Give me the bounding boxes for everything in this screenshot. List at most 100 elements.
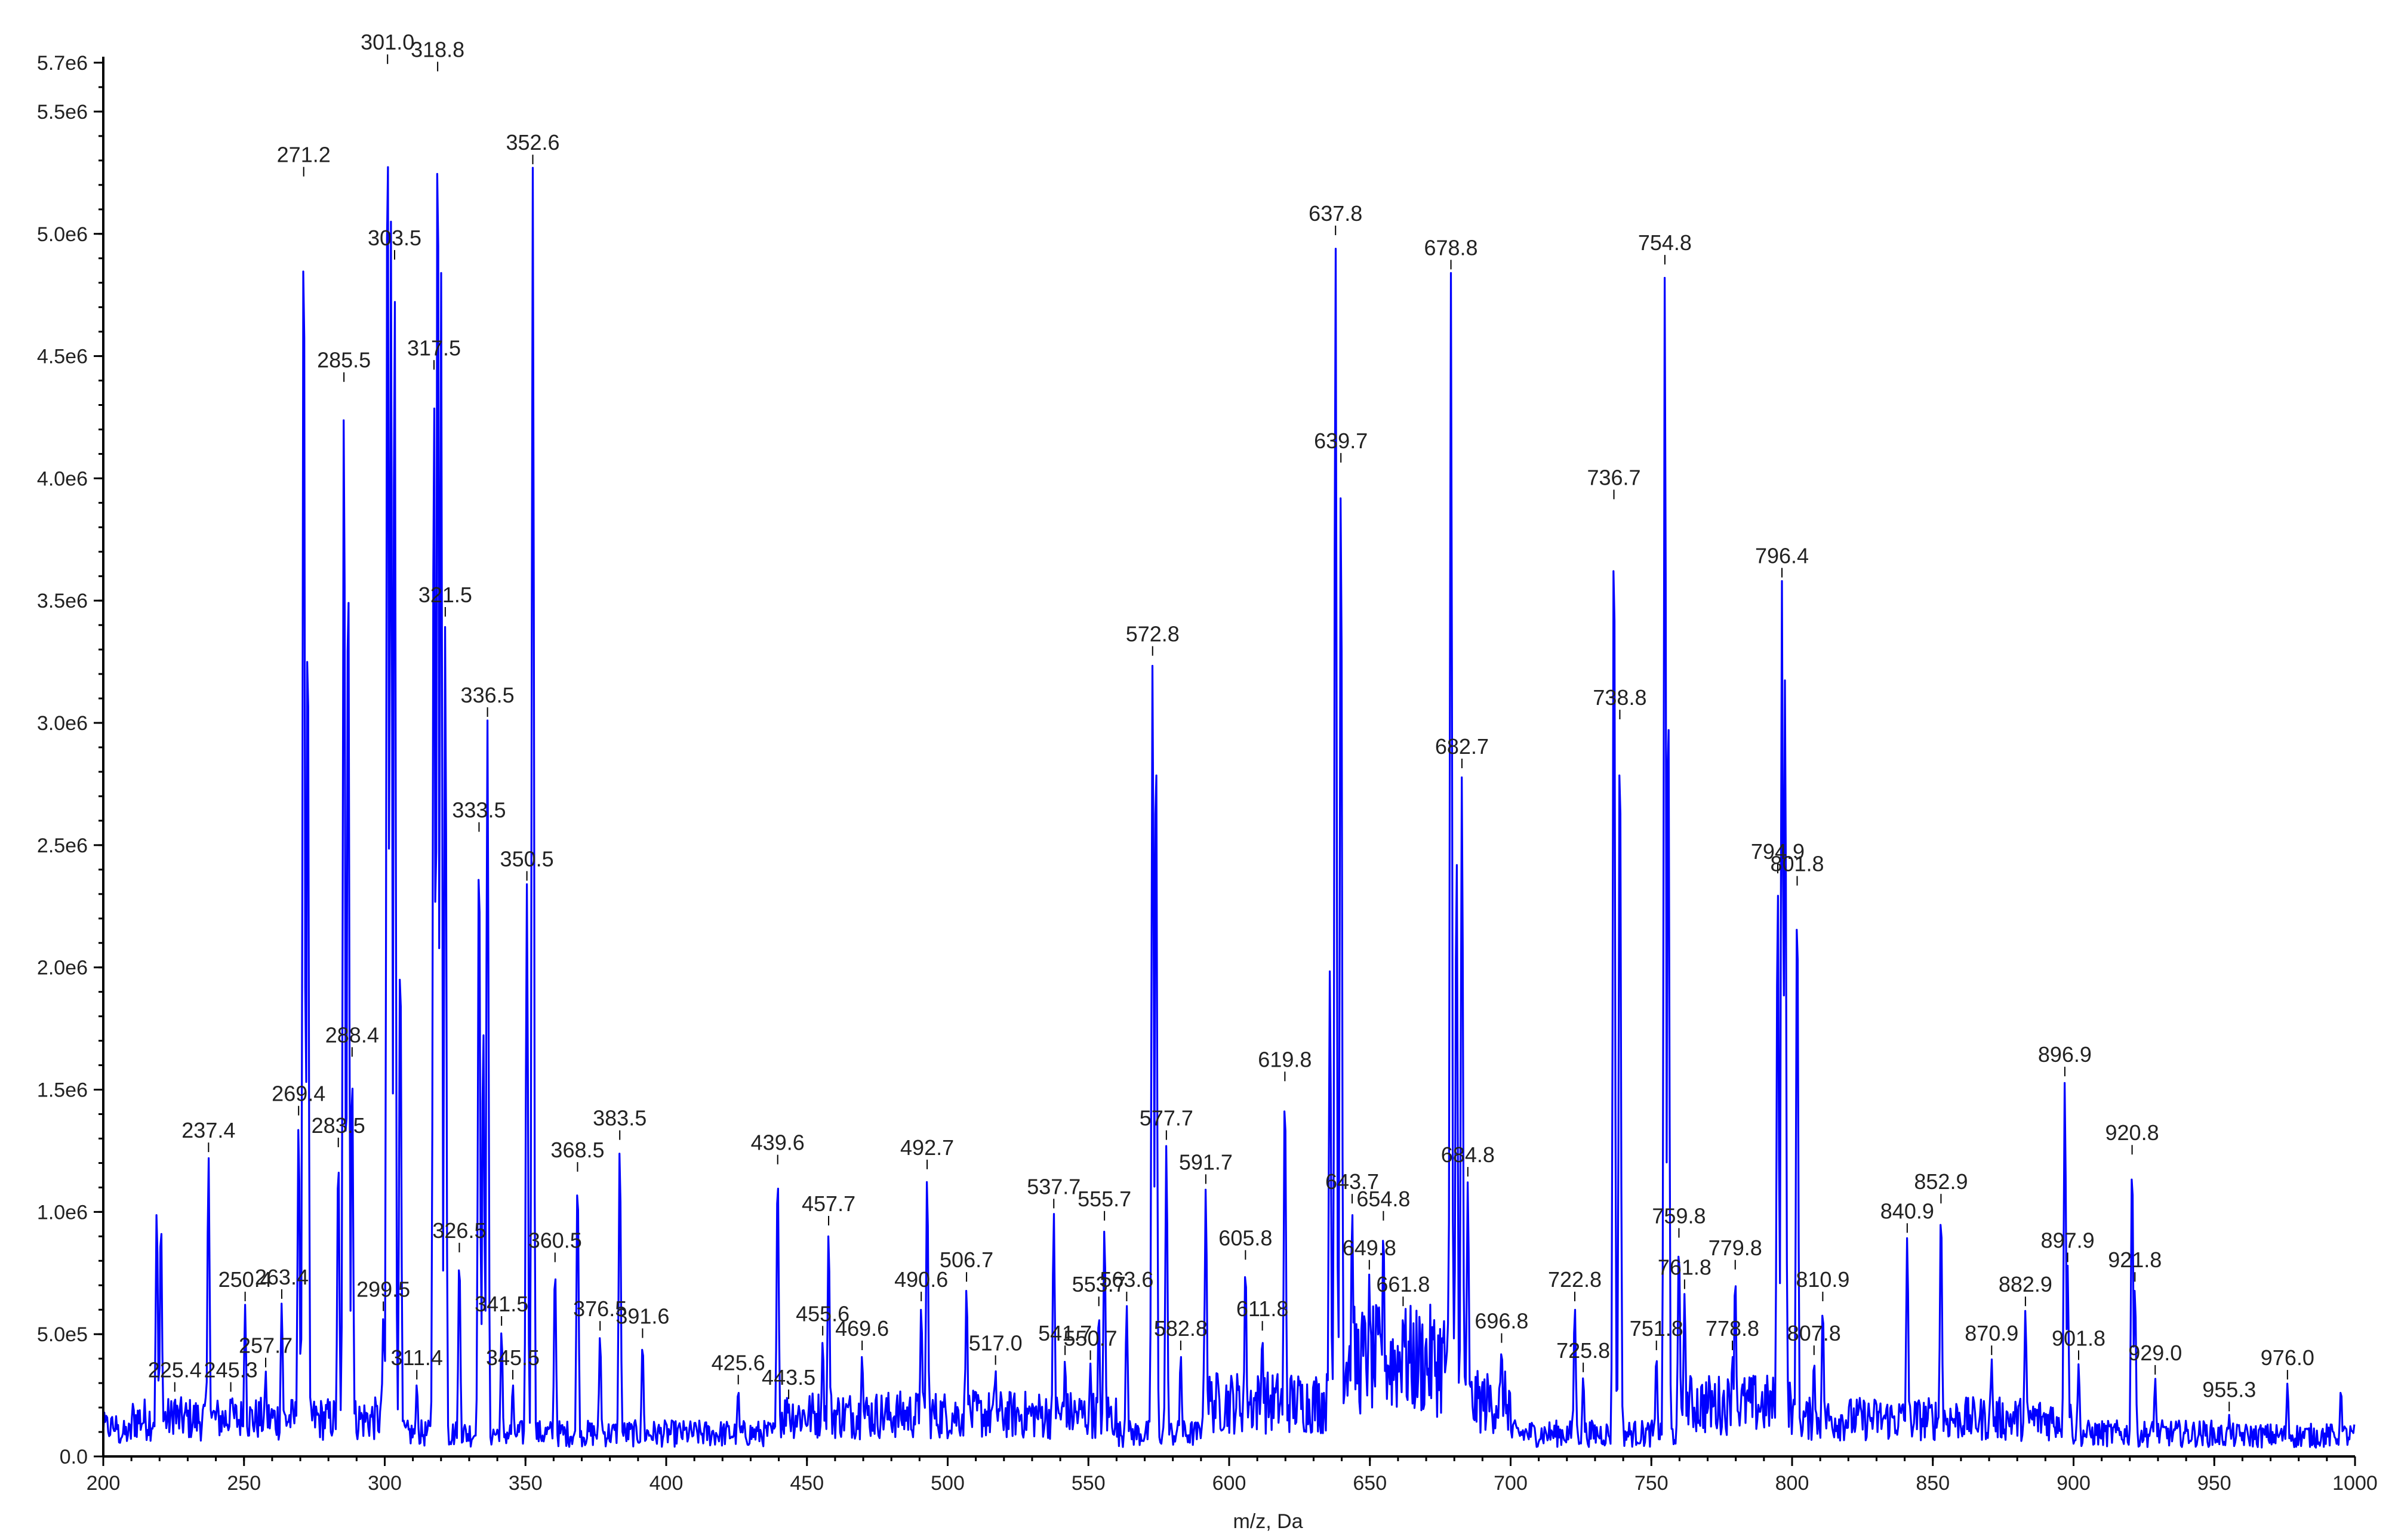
y-tick-label: 2.0e6 xyxy=(37,957,88,980)
peak-label: 288.4 xyxy=(325,1022,379,1047)
peak-label: 263.4 xyxy=(255,1265,309,1289)
peak-label: 237.4 xyxy=(181,1118,235,1142)
x-tick-label: 650 xyxy=(1353,1472,1387,1495)
x-tick-label: 950 xyxy=(2197,1472,2231,1495)
peak-label: 360.5 xyxy=(528,1228,582,1252)
peak-label: 368.5 xyxy=(550,1138,604,1162)
plot-area xyxy=(102,166,2356,1449)
peak-label: 553.7 xyxy=(1072,1272,1126,1296)
peak-label: 550.7 xyxy=(1064,1326,1118,1350)
y-tick-label: 1.0e6 xyxy=(37,1201,88,1224)
peak-label: 920.8 xyxy=(2105,1120,2159,1145)
peak-label: 333.5 xyxy=(452,797,506,822)
y-tick-label: 4.0e6 xyxy=(37,467,88,490)
peak-label: 722.8 xyxy=(1548,1267,1602,1292)
peak-label: 336.5 xyxy=(461,683,515,707)
peak-label: 577.7 xyxy=(1140,1106,1193,1131)
peak-label: 870.9 xyxy=(1965,1321,2018,1345)
peak-label: 591.7 xyxy=(1179,1150,1233,1174)
peak-label: 269.4 xyxy=(272,1082,325,1106)
peak-label: 901.8 xyxy=(2052,1326,2105,1350)
peak-label: 605.8 xyxy=(1218,1225,1272,1250)
peak-label: 555.7 xyxy=(1078,1187,1131,1211)
peak-label: 443.5 xyxy=(762,1365,815,1390)
x-tick-label: 200 xyxy=(87,1472,121,1495)
peak-label: 643.7 xyxy=(1325,1169,1379,1194)
x-tick-label: 1000 xyxy=(2332,1472,2378,1495)
x-tick-label: 550 xyxy=(1072,1472,1106,1495)
peak-label: 882.9 xyxy=(1999,1272,2052,1296)
peak-label: 921.8 xyxy=(2108,1248,2162,1272)
y-tick-label: 4.5e6 xyxy=(37,346,88,368)
peak-label: 796.4 xyxy=(1755,543,1809,568)
peak-label: 383.5 xyxy=(593,1106,647,1131)
x-tick-label: 800 xyxy=(1775,1472,1809,1495)
y-tick-label: 5.0e6 xyxy=(37,223,88,246)
peak-label: 682.7 xyxy=(1435,734,1489,759)
peak-label: 283.5 xyxy=(312,1113,365,1138)
peak-label: 759.8 xyxy=(1652,1204,1706,1228)
peak-label: 725.8 xyxy=(1556,1338,1610,1363)
peak-label: 754.8 xyxy=(1638,230,1692,255)
y-tick-label: 2.5e6 xyxy=(37,834,88,857)
peak-label: 225.4 xyxy=(148,1358,202,1382)
peak-label: 317.5 xyxy=(407,335,461,360)
peak-label: 807.8 xyxy=(1787,1321,1841,1345)
peak-label: 639.7 xyxy=(1314,429,1368,453)
peak-label: 250.4 xyxy=(218,1267,272,1292)
peak-label: 649.8 xyxy=(1343,1236,1396,1260)
x-tick-label: 750 xyxy=(1634,1472,1669,1495)
y-tick-label: 1.5e6 xyxy=(37,1079,88,1102)
peak-label: 318.8 xyxy=(411,37,464,61)
peak-label: 896.9 xyxy=(2038,1042,2092,1067)
peak-label: 761.8 xyxy=(1658,1255,1711,1280)
peak-label: 611.8 xyxy=(1236,1296,1288,1321)
y-tick-label: 3.0e6 xyxy=(37,712,88,735)
peak-label: 852.9 xyxy=(1914,1169,1968,1194)
x-tick-label: 500 xyxy=(931,1472,965,1495)
peak-label: 455.6 xyxy=(796,1301,849,1326)
peak-label: 321.5 xyxy=(418,583,472,607)
peak-label: 619.8 xyxy=(1258,1047,1312,1071)
x-tick-label: 450 xyxy=(790,1472,824,1495)
spectrum-line xyxy=(102,166,2356,1449)
peak-labels: 225.4 237.4 245.3 250.4 257.7 263.4 269.4 271.2… xyxy=(148,30,2314,1412)
peak-label: 537.7 xyxy=(1027,1174,1081,1199)
peak-label: 301.0 xyxy=(361,30,414,54)
peak-label: 469.6 xyxy=(835,1316,889,1341)
peak-label: 517.0 xyxy=(969,1331,1023,1356)
peak-label: 751.8 xyxy=(1630,1316,1683,1341)
peak-label: 341.5 xyxy=(475,1292,528,1316)
peak-label: 245.3 xyxy=(204,1358,258,1382)
peak-label: 736.7 xyxy=(1587,465,1640,489)
peak-label: 299.5 xyxy=(356,1277,410,1301)
x-tick-label: 850 xyxy=(1916,1472,1950,1495)
peak-label: 352.6 xyxy=(506,130,559,155)
peak-label: 350.5 xyxy=(500,846,554,871)
peak-label: 678.8 xyxy=(1424,235,1477,260)
x-tick-label: 700 xyxy=(1494,1472,1528,1495)
peak-label: 563.6 xyxy=(1100,1267,1153,1292)
peak-label: 654.8 xyxy=(1356,1187,1410,1211)
peak-label: 661.8 xyxy=(1376,1272,1430,1296)
peak-label: 794.9 xyxy=(1751,839,1805,864)
peak-label: 492.7 xyxy=(900,1135,954,1160)
x-tick-label: 300 xyxy=(368,1472,402,1495)
peak-label: 955.3 xyxy=(2202,1377,2256,1402)
peak-label: 376.5 xyxy=(573,1296,627,1321)
y-tick-label: 5.0e5 xyxy=(37,1323,88,1346)
peak-label: 271.2 xyxy=(277,143,331,167)
x-tick-label: 900 xyxy=(2057,1472,2091,1495)
y-tick-label: 0.0 xyxy=(60,1446,88,1468)
axes: 200 250 300 350 400 450 500 550 600 650 700 750 800 8… xyxy=(37,52,2378,1495)
x-tick-label: 400 xyxy=(649,1472,684,1495)
peak-label: 391.6 xyxy=(615,1304,669,1328)
peak-label: 738.8 xyxy=(1593,685,1646,710)
peak-label: 779.8 xyxy=(1709,1236,1762,1260)
peak-label: 439.6 xyxy=(751,1131,805,1155)
peak-label: 345.5 xyxy=(486,1345,540,1370)
x-tick-label: 250 xyxy=(227,1472,261,1495)
peak-label: 285.5 xyxy=(317,348,371,372)
y-tick-label: 5.5e6 xyxy=(37,101,88,124)
